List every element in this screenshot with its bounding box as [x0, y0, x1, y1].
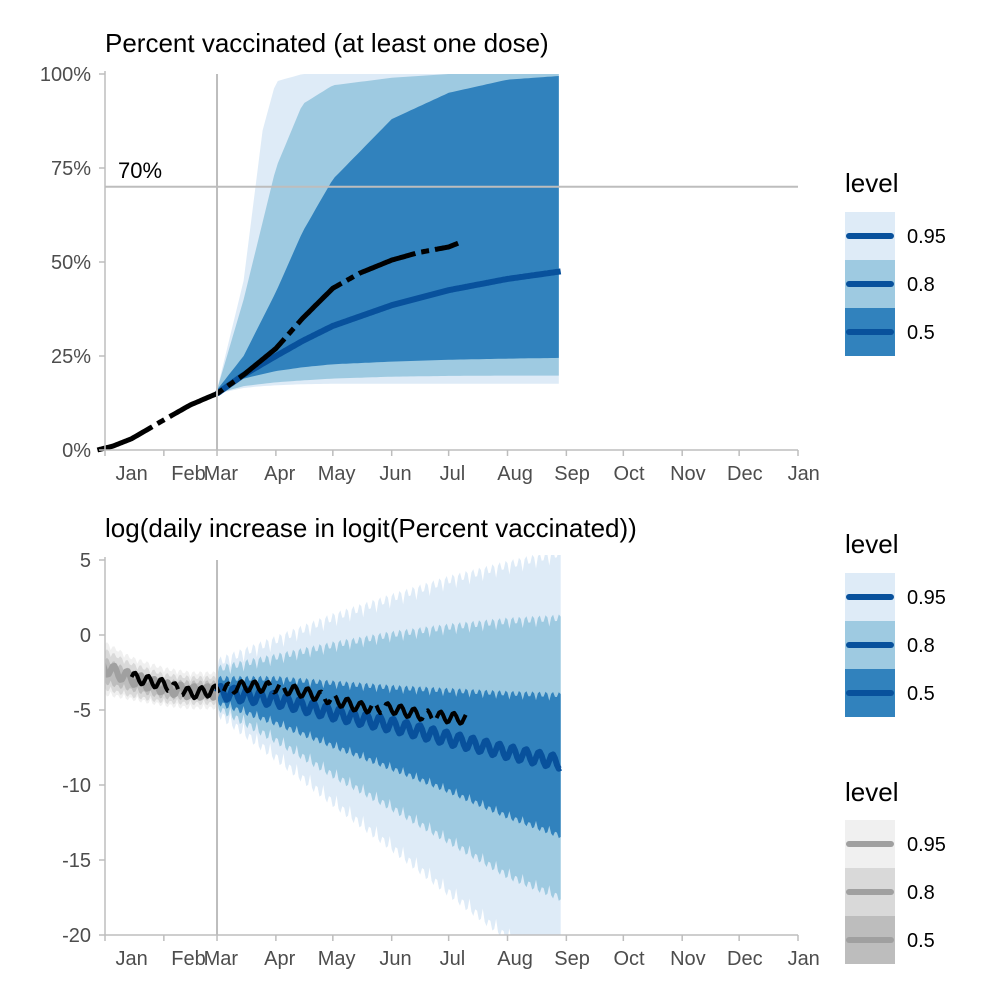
- x-tick-label: Aug: [497, 948, 533, 970]
- x-tick-label: Jul: [440, 463, 466, 485]
- percent-vaccinated-panel: Percent vaccinated (at least one dose) J…: [40, 28, 820, 485]
- legend-label-0.95: 0.95: [907, 587, 946, 609]
- x-tick-label: Apr: [264, 463, 295, 485]
- series-lines: [105, 661, 562, 772]
- legend-bottom-forecast: level 0.95 0.8 0.5: [845, 529, 946, 717]
- x-tick-label: Dec: [727, 948, 763, 970]
- y-tick-label: -10: [62, 775, 91, 797]
- x-tick-label: May: [318, 948, 356, 970]
- log-daily-increase-panel: log(daily increase in logit(Percent vacc…: [62, 513, 820, 970]
- threshold-label: 70%: [118, 158, 162, 183]
- x-tick-label: Sep: [554, 463, 590, 485]
- x-tick-label: Apr: [264, 948, 295, 970]
- x-tick-label: Oct: [613, 463, 645, 485]
- observed-line: [96, 240, 460, 453]
- y-tick-label: 25%: [51, 346, 91, 368]
- legend-title: level: [845, 777, 898, 807]
- x-tick-label: Jan: [115, 463, 147, 485]
- legend-label-0.95: 0.95: [907, 834, 946, 856]
- observed-line: [129, 670, 468, 726]
- legend-label-0.8: 0.8: [907, 882, 935, 904]
- x-tick-label: Mar: [204, 948, 239, 970]
- x-tick-label: Feb: [171, 463, 205, 485]
- legend-label-0.8: 0.8: [907, 635, 935, 657]
- x-tick-label: Jan: [788, 463, 820, 485]
- legend-title: level: [845, 168, 898, 198]
- legend-label-0.95: 0.95: [907, 226, 946, 248]
- series-lines: [96, 185, 798, 453]
- x-tick-label: May: [318, 463, 356, 485]
- x-tick-label: Nov: [670, 463, 706, 485]
- x-tick-label: Jan: [788, 948, 820, 970]
- legend-bottom-fit: level 0.95 0.8 0.5: [845, 777, 946, 964]
- y-tick-label: 0: [80, 625, 91, 647]
- panel-title-percent-vaccinated: Percent vaccinated (at least one dose): [105, 28, 549, 58]
- legend-label-0.5: 0.5: [907, 322, 935, 344]
- x-tick-label: Jul: [440, 948, 466, 970]
- x-tick-label: Dec: [727, 463, 763, 485]
- band-0.5: [217, 76, 559, 394]
- legend-label-0.5: 0.5: [907, 683, 935, 705]
- x-tick-label: Jun: [379, 948, 411, 970]
- legend-label-0.5: 0.5: [907, 930, 935, 952]
- x-tick-label: Sep: [554, 948, 590, 970]
- x-tick-label: Aug: [497, 463, 533, 485]
- x-tick-label: Jun: [379, 463, 411, 485]
- legend-top: level 0.95 0.8 0.5: [845, 168, 946, 356]
- y-tick-label: -15: [62, 850, 91, 872]
- legend-title: level: [845, 529, 898, 559]
- panel-title-log-daily-increase: log(daily increase in logit(Percent vacc…: [105, 513, 637, 543]
- y-tick-label: 0%: [62, 440, 91, 462]
- x-tick-label: Oct: [613, 948, 645, 970]
- x-tick-label: Nov: [670, 948, 706, 970]
- y-tick-label: 100%: [40, 64, 91, 86]
- y-tick-label: 50%: [51, 252, 91, 274]
- legend-label-0.8: 0.8: [907, 274, 935, 296]
- x-tick-label: Jan: [115, 948, 147, 970]
- y-tick-label: 5: [80, 550, 91, 572]
- y-tick-label: 75%: [51, 158, 91, 180]
- x-tick-label: Feb: [171, 948, 205, 970]
- clipped-lines: [105, 661, 562, 772]
- forecast-median-line: [215, 268, 562, 397]
- y-tick-label: -5: [73, 700, 91, 722]
- x-tick-label: Mar: [204, 463, 239, 485]
- band-0.5: [217, 675, 561, 839]
- y-tick-label: -20: [62, 925, 91, 947]
- forecast-bands: [217, 74, 559, 394]
